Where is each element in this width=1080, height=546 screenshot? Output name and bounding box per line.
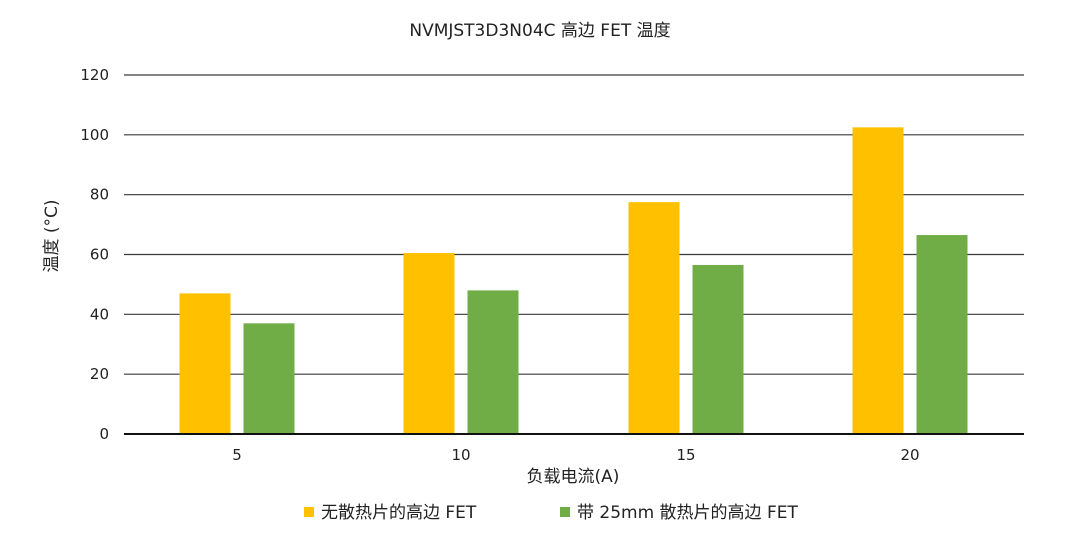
y-axis-title: 温度 (°C): [42, 199, 62, 272]
y-tick-label: 20: [90, 365, 109, 383]
y-axis-tick-labels: 0 20 40 60 80 100 120: [80, 66, 109, 443]
legend-swatch: [560, 507, 570, 517]
legend-label: 带 25mm 散热片的高边 FET: [577, 503, 798, 523]
legend-item: 无散热片的高边 FET: [304, 503, 477, 523]
bar-no-heatsink-15: [628, 202, 680, 434]
legend-swatch: [304, 507, 314, 517]
bar-heatsink-10: [467, 290, 519, 434]
y-tick-label: 0: [99, 425, 109, 443]
legend-label: 无散热片的高边 FET: [321, 503, 477, 523]
x-axis-title: 负载电流(A): [527, 467, 620, 487]
bar-no-heatsink-10: [403, 253, 455, 434]
bar-heatsink-20: [916, 235, 968, 434]
bar-heatsink-15: [692, 264, 744, 434]
bar-no-heatsink-5: [179, 293, 231, 434]
bar-heatsink-5: [243, 323, 295, 434]
y-tick-label: 40: [90, 305, 109, 323]
x-tick-label: 15: [676, 446, 695, 464]
x-tick-label: 20: [900, 446, 919, 464]
x-tick-label: 5: [232, 446, 242, 464]
y-tick-label: 80: [90, 186, 109, 204]
y-tick-label: 120: [80, 66, 109, 84]
chart-title: NVMJST3D3N04C 高边 FET 温度: [409, 21, 670, 41]
y-tick-label: 60: [90, 246, 109, 264]
x-tick-label: 10: [451, 446, 470, 464]
bars: [179, 127, 968, 435]
x-axis-tick-labels: 5 10 15 20: [232, 446, 919, 464]
legend: 无散热片的高边 FET 带 25mm 散热片的高边 FET: [304, 503, 798, 523]
bar-no-heatsink-20: [852, 127, 904, 435]
y-tick-label: 100: [80, 126, 109, 144]
legend-item: 带 25mm 散热片的高边 FET: [560, 503, 798, 523]
